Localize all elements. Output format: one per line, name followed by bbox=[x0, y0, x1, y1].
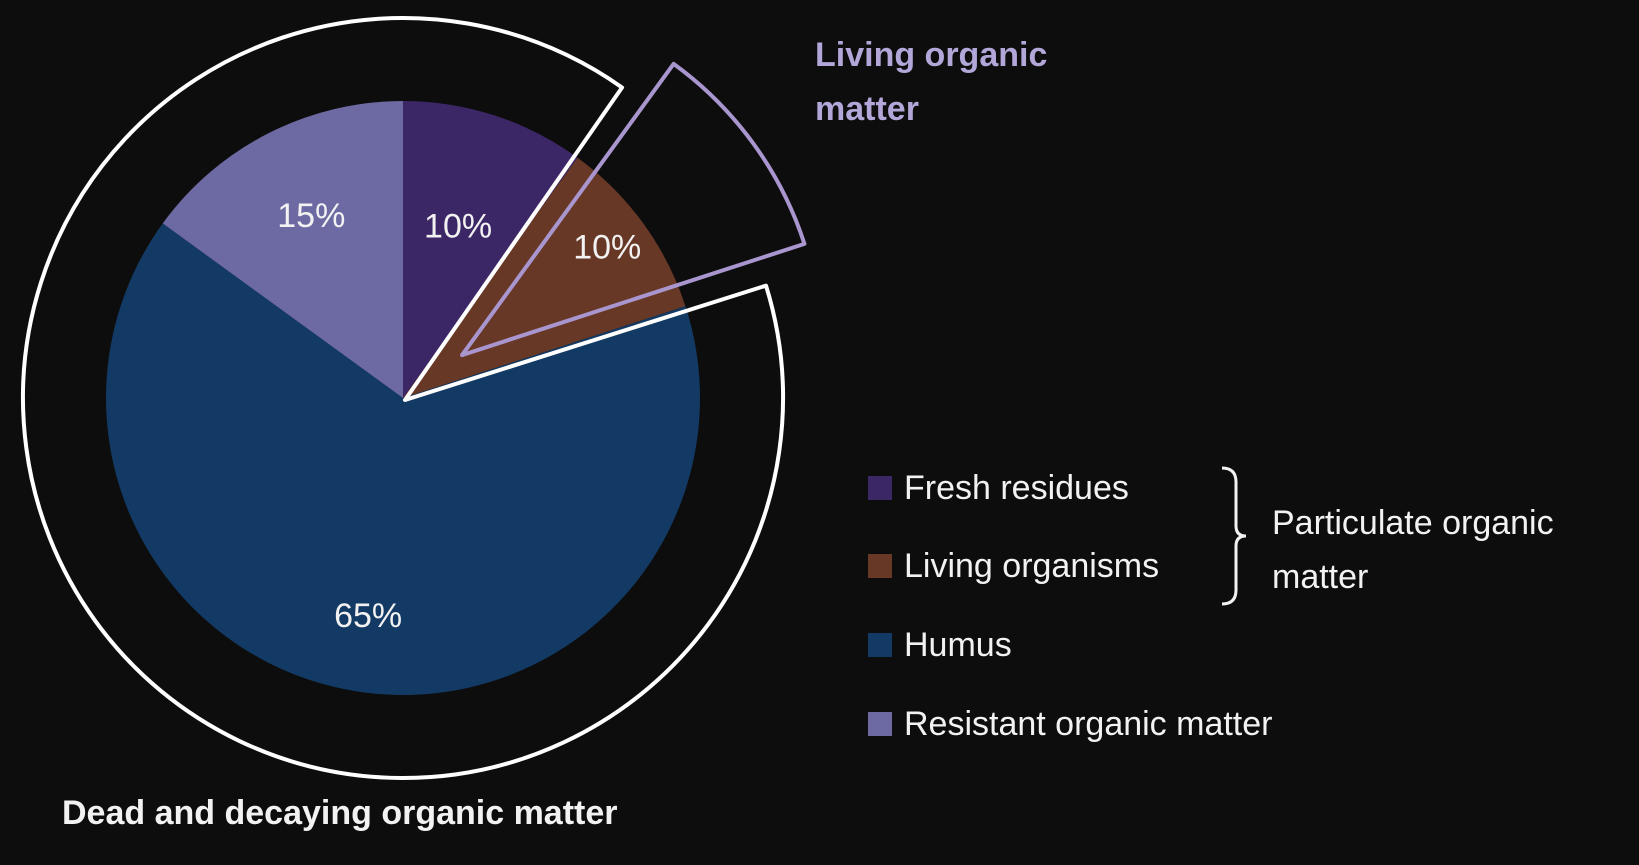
legend-label-living-organisms: Living organisms bbox=[904, 546, 1160, 585]
legend-label-resistant-organic-matter: Resistant organic matter bbox=[904, 704, 1273, 743]
dead-organic-matter-title: Dead and decaying organic matter bbox=[62, 794, 618, 832]
legend-group-bracket bbox=[1221, 466, 1247, 606]
legend-swatch-resistant-organic-matter bbox=[868, 712, 892, 736]
data-label-resistant-organic-matter: 15% bbox=[277, 197, 345, 235]
pie-slice-fresh-residues bbox=[403, 101, 578, 398]
legend-item-humus: Humus bbox=[868, 625, 1012, 665]
living-organic-matter-title: Living organic matter bbox=[815, 36, 1048, 128]
dead-organic-matter-outline bbox=[21, 16, 785, 780]
legend-swatch-fresh-residues bbox=[868, 476, 892, 500]
legend-swatch-humus bbox=[868, 633, 892, 657]
pie-slice-resistant-organic-matter bbox=[162, 101, 403, 398]
legend-item-living-organisms: Living organisms bbox=[868, 546, 1159, 586]
legend-label-humus: Humus bbox=[904, 625, 1012, 664]
legend-label-fresh-residues: Fresh residues bbox=[904, 468, 1129, 507]
data-label-humus: 65% bbox=[334, 597, 402, 635]
particulate-organic-matter-label: Particulate organic matter bbox=[1272, 504, 1554, 596]
data-label-fresh-residues: 10% bbox=[424, 208, 492, 246]
pie-slice-humus bbox=[105, 223, 700, 695]
data-label-living-organisms: 10% bbox=[573, 229, 641, 267]
living-organic-matter-outline bbox=[460, 61, 807, 358]
legend-item-fresh-residues: Fresh residues bbox=[868, 468, 1129, 508]
legend-item-resistant-organic-matter: Resistant organic matter bbox=[868, 704, 1273, 744]
legend-swatch-living-organisms bbox=[868, 554, 892, 578]
